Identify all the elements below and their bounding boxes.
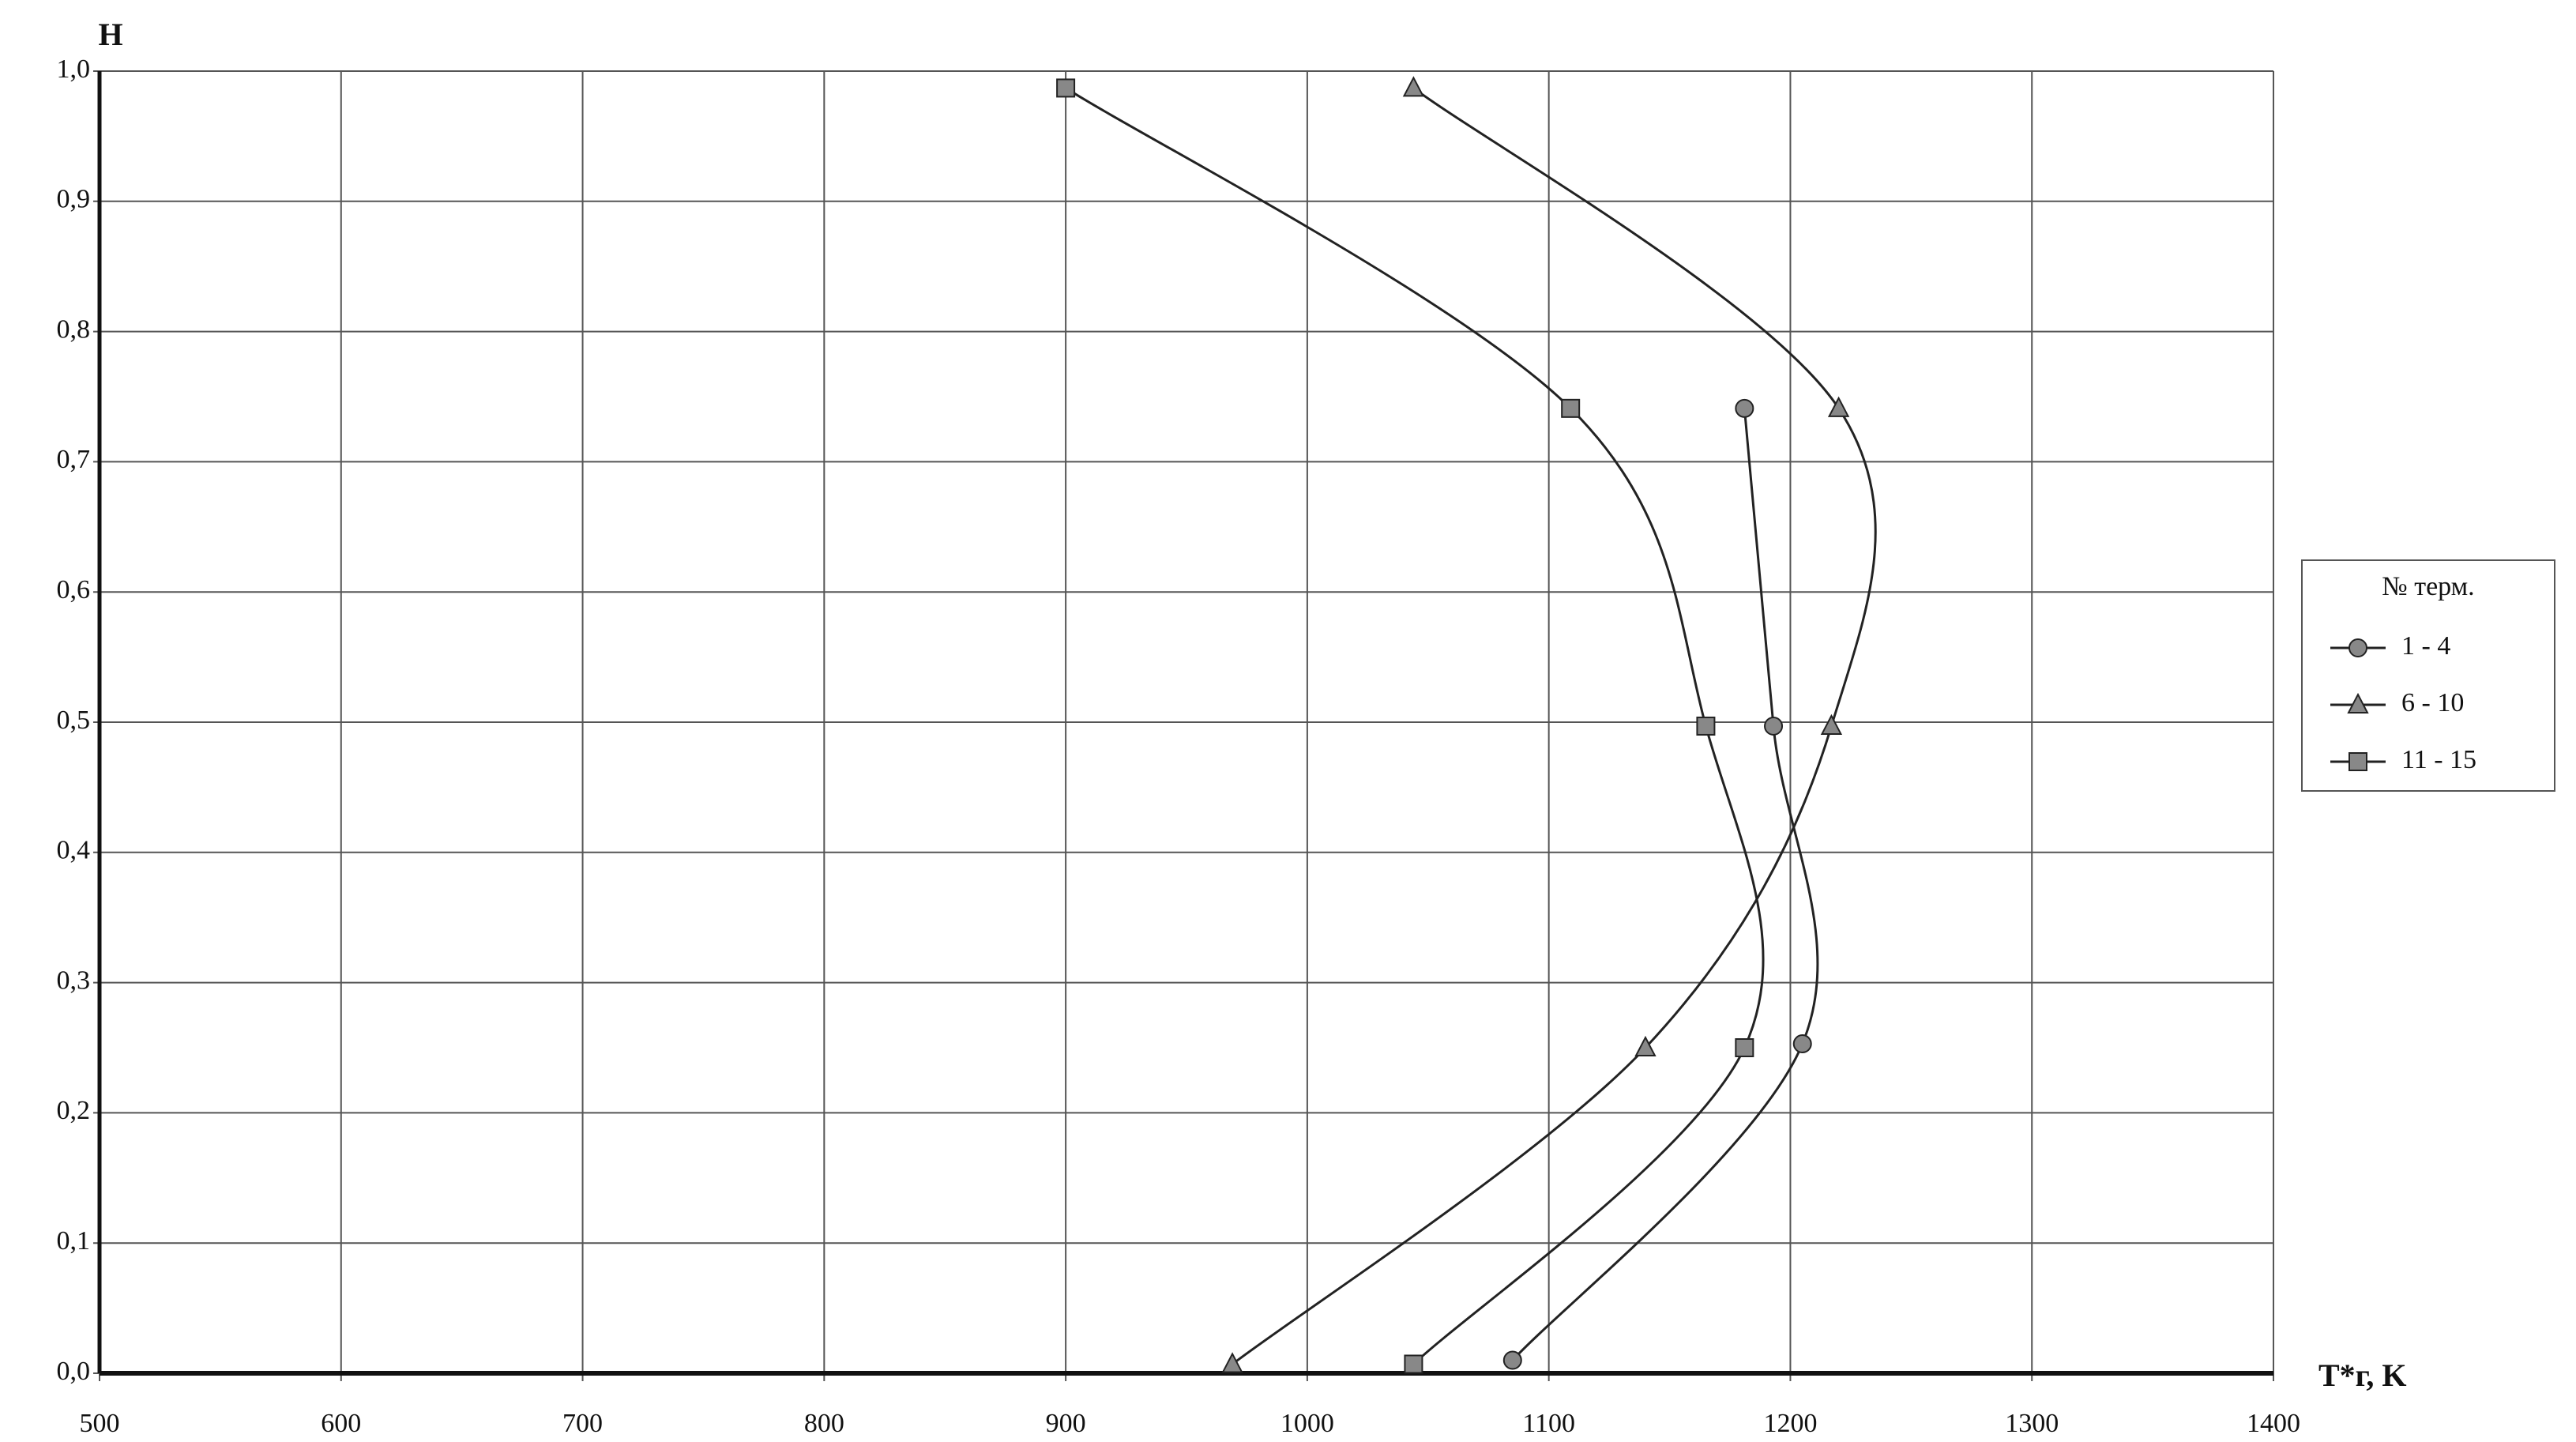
marker — [1827, 396, 1850, 417]
series-line — [1065, 87, 1765, 1365]
marker — [1735, 1038, 1754, 1057]
marker — [1792, 1034, 1812, 1054]
legend-title: № терм. — [2382, 572, 2474, 601]
marker — [1404, 1354, 1423, 1374]
legend-marker — [2348, 638, 2367, 657]
x-tick-label: 700 — [562, 1409, 603, 1438]
y-tick-label: 0,6 — [57, 575, 91, 604]
series-line — [1511, 408, 1819, 1361]
marker — [1402, 76, 1425, 97]
y-tick-label: 0,9 — [57, 185, 91, 214]
marker — [1634, 1035, 1657, 1056]
legend-box — [2301, 559, 2555, 792]
y-tick-label: 0,5 — [57, 706, 91, 735]
marker — [1221, 1352, 1243, 1373]
y-tick-label: 0,3 — [57, 966, 91, 995]
marker — [1502, 1350, 1522, 1370]
y-tick-label: 0,1 — [57, 1226, 91, 1256]
x-tick-label: 800 — [804, 1409, 844, 1438]
y-tick-label: 0,4 — [57, 836, 91, 865]
x-tick-label: 900 — [1046, 1409, 1086, 1438]
x-tick-label: 1400 — [2247, 1409, 2300, 1438]
y-axis-label: H — [98, 17, 122, 52]
y-tick-label: 1,0 — [57, 55, 91, 84]
y-tick-label: 0,8 — [57, 314, 91, 344]
y-tick-label: 0,2 — [57, 1096, 91, 1125]
x-tick-label: 1200 — [1763, 1409, 1817, 1438]
legend-label: 1 - 4 — [2401, 631, 2450, 661]
legend-label: 11 - 15 — [2401, 745, 2476, 774]
marker — [1561, 398, 1581, 418]
x-tick-label: 1000 — [1280, 1409, 1334, 1438]
y-tick-label: 0,7 — [57, 445, 91, 474]
marker — [1696, 716, 1716, 736]
x-tick-label: 1300 — [2005, 1409, 2059, 1438]
legend-label: 6 - 10 — [2401, 688, 2464, 717]
x-tick-label: 600 — [321, 1409, 361, 1438]
x-tick-label: 1100 — [1522, 1409, 1575, 1438]
marker — [1820, 713, 1843, 735]
marker — [1735, 398, 1754, 418]
legend-marker — [2347, 692, 2369, 713]
legend-marker — [2348, 752, 2367, 771]
marker — [1764, 716, 1784, 736]
x-axis-label: T*г, K — [2318, 1357, 2406, 1393]
marker — [1056, 78, 1076, 98]
x-tick-label: 500 — [80, 1409, 120, 1438]
y-tick-label: 0,0 — [57, 1357, 91, 1386]
